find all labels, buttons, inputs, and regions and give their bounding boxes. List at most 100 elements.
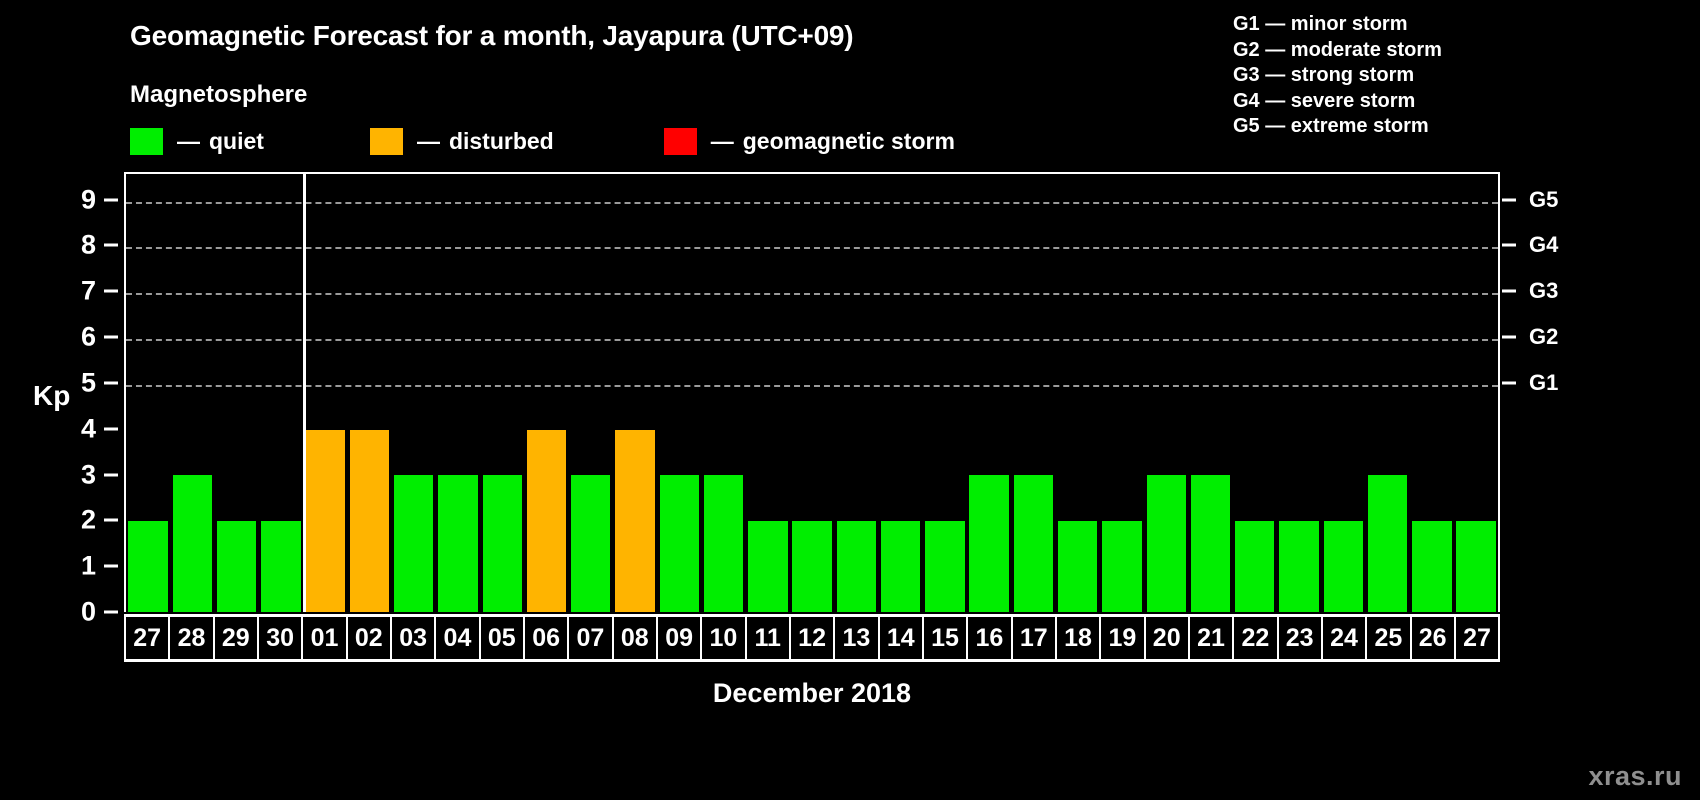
gscale-line: G2 — moderate storm xyxy=(1233,38,1442,61)
bar-16-kp3[interactable] xyxy=(969,475,1009,612)
bar-cell xyxy=(1011,174,1055,612)
y-axis-tick-mark xyxy=(104,564,118,568)
bar-cell xyxy=(126,174,170,612)
y-axis-tick-label: 5 xyxy=(80,367,96,398)
bar-12-kp2[interactable] xyxy=(792,520,832,612)
bar-30-kp2[interactable] xyxy=(261,520,301,612)
day-label-0: 27 xyxy=(124,617,168,659)
bar-cell xyxy=(1233,174,1277,612)
day-label-27: 24 xyxy=(1320,617,1365,659)
g-axis-tick-mark xyxy=(1502,381,1516,385)
green-square-icon xyxy=(130,127,163,155)
bar-27-kp2[interactable] xyxy=(1456,520,1496,612)
gscale-line: G3 — strong storm xyxy=(1233,64,1415,86)
bar-cell xyxy=(480,174,524,612)
y-axis-tick-label: 9 xyxy=(80,184,96,214)
bar-26-kp2[interactable] xyxy=(1412,520,1452,612)
legend-dash: — xyxy=(416,127,440,154)
bar-10-kp3[interactable] xyxy=(703,475,744,612)
y-axis-tick-mark xyxy=(104,473,118,476)
gridline-g5 xyxy=(126,201,1498,204)
bar-18-kp2[interactable] xyxy=(1058,520,1098,612)
y-axis-tick-label: 6 xyxy=(80,321,96,352)
bar-cell xyxy=(259,174,303,612)
bar-cell xyxy=(657,174,701,612)
bar-07-kp3[interactable] xyxy=(571,475,611,612)
bar-04-kp3[interactable] xyxy=(438,475,478,612)
y-axis-tick-label: 2 xyxy=(80,504,96,535)
bar-22-kp2[interactable] xyxy=(1235,520,1275,612)
gscale-line: G5 — extreme storm xyxy=(1233,115,1429,137)
day-label-8: 05 xyxy=(478,617,523,659)
legend-label: disturbed xyxy=(448,127,554,154)
bar-20-kp3[interactable] xyxy=(1146,475,1186,612)
g-axis-tick-mark xyxy=(1502,335,1516,339)
y-axis-tick-label: 3 xyxy=(80,459,96,489)
bar-02-kp4[interactable] xyxy=(349,429,390,612)
day-label-22: 19 xyxy=(1099,617,1143,659)
y-axis-tick-label: 1 xyxy=(80,550,96,581)
y-axis-tick-mark xyxy=(104,427,118,431)
bar-13-kp2[interactable] xyxy=(836,520,877,612)
day-label-10: 07 xyxy=(567,617,611,659)
bar-01-kp4[interactable] xyxy=(305,429,345,612)
watermark: xras.ru xyxy=(1588,761,1682,791)
bar-06-kp4[interactable] xyxy=(526,429,567,612)
bar-cell xyxy=(347,174,391,612)
day-label-18: 15 xyxy=(921,617,966,659)
bar-28-kp3[interactable] xyxy=(172,475,213,612)
legend-item-quiet: — quiet xyxy=(130,127,264,155)
bar-cell xyxy=(879,174,923,612)
g-axis-label-g2: G2 xyxy=(1529,324,1559,349)
gridline-g3 xyxy=(126,293,1498,296)
gridline-g1 xyxy=(126,384,1498,387)
bar-cell xyxy=(1321,174,1365,612)
g-axis-tick-mark xyxy=(1502,243,1516,247)
bar-24-kp2[interactable] xyxy=(1323,520,1363,612)
bar-series xyxy=(126,174,1498,612)
plot-inner xyxy=(126,172,1498,612)
bar-cell xyxy=(834,174,878,612)
bar-09-kp3[interactable] xyxy=(659,475,700,612)
day-label-2: 29 xyxy=(212,617,257,659)
day-label-23: 20 xyxy=(1143,617,1188,659)
day-label-16: 13 xyxy=(833,617,877,659)
bar-29-kp2[interactable] xyxy=(216,520,257,612)
bar-27-kp2[interactable] xyxy=(128,520,168,612)
y-axis-tick-mark xyxy=(104,610,118,614)
bar-15-kp2[interactable] xyxy=(925,520,965,612)
bar-03-kp3[interactable] xyxy=(394,475,434,612)
g-axis-label-g4: G4 xyxy=(1529,232,1559,258)
day-label-11: 08 xyxy=(611,617,656,659)
bar-17-kp3[interactable] xyxy=(1013,475,1054,612)
y-axis-tick-label: 8 xyxy=(80,229,96,260)
bar-19-kp2[interactable] xyxy=(1102,520,1142,612)
gscale-line: G1 — minor storm xyxy=(1233,13,1408,35)
bar-cell xyxy=(569,174,613,612)
y-axis-tick-label: 7 xyxy=(80,275,96,306)
bar-11-kp2[interactable] xyxy=(748,520,788,612)
gridline-g4 xyxy=(126,247,1498,250)
bar-cell xyxy=(1277,174,1321,612)
legend-dash: — xyxy=(177,127,200,154)
legend-item-disturbed: — disturbed xyxy=(369,127,554,155)
plot-area xyxy=(124,172,1500,612)
bar-cell xyxy=(923,174,967,612)
y-axis-title: Kp xyxy=(33,380,71,411)
day-label-19: 16 xyxy=(966,617,1010,659)
bar-14-kp2[interactable] xyxy=(880,520,921,612)
orange-square-icon xyxy=(369,127,403,155)
gscale-line: G4 — severe storm xyxy=(1233,89,1416,112)
bar-23-kp2[interactable] xyxy=(1279,520,1319,612)
y-axis-tick-mark xyxy=(104,198,118,201)
bar-21-kp3[interactable] xyxy=(1190,475,1231,612)
bar-08-kp4[interactable] xyxy=(615,429,655,612)
bar-05-kp3[interactable] xyxy=(482,475,522,612)
g-axis-label-g5: G5 xyxy=(1529,186,1559,212)
y-axis-tick-mark xyxy=(104,381,118,385)
bar-cell xyxy=(170,174,214,612)
bar-25-kp3[interactable] xyxy=(1367,475,1408,612)
y-axis-tick-mark xyxy=(104,289,118,293)
day-label-4: 01 xyxy=(301,617,345,659)
